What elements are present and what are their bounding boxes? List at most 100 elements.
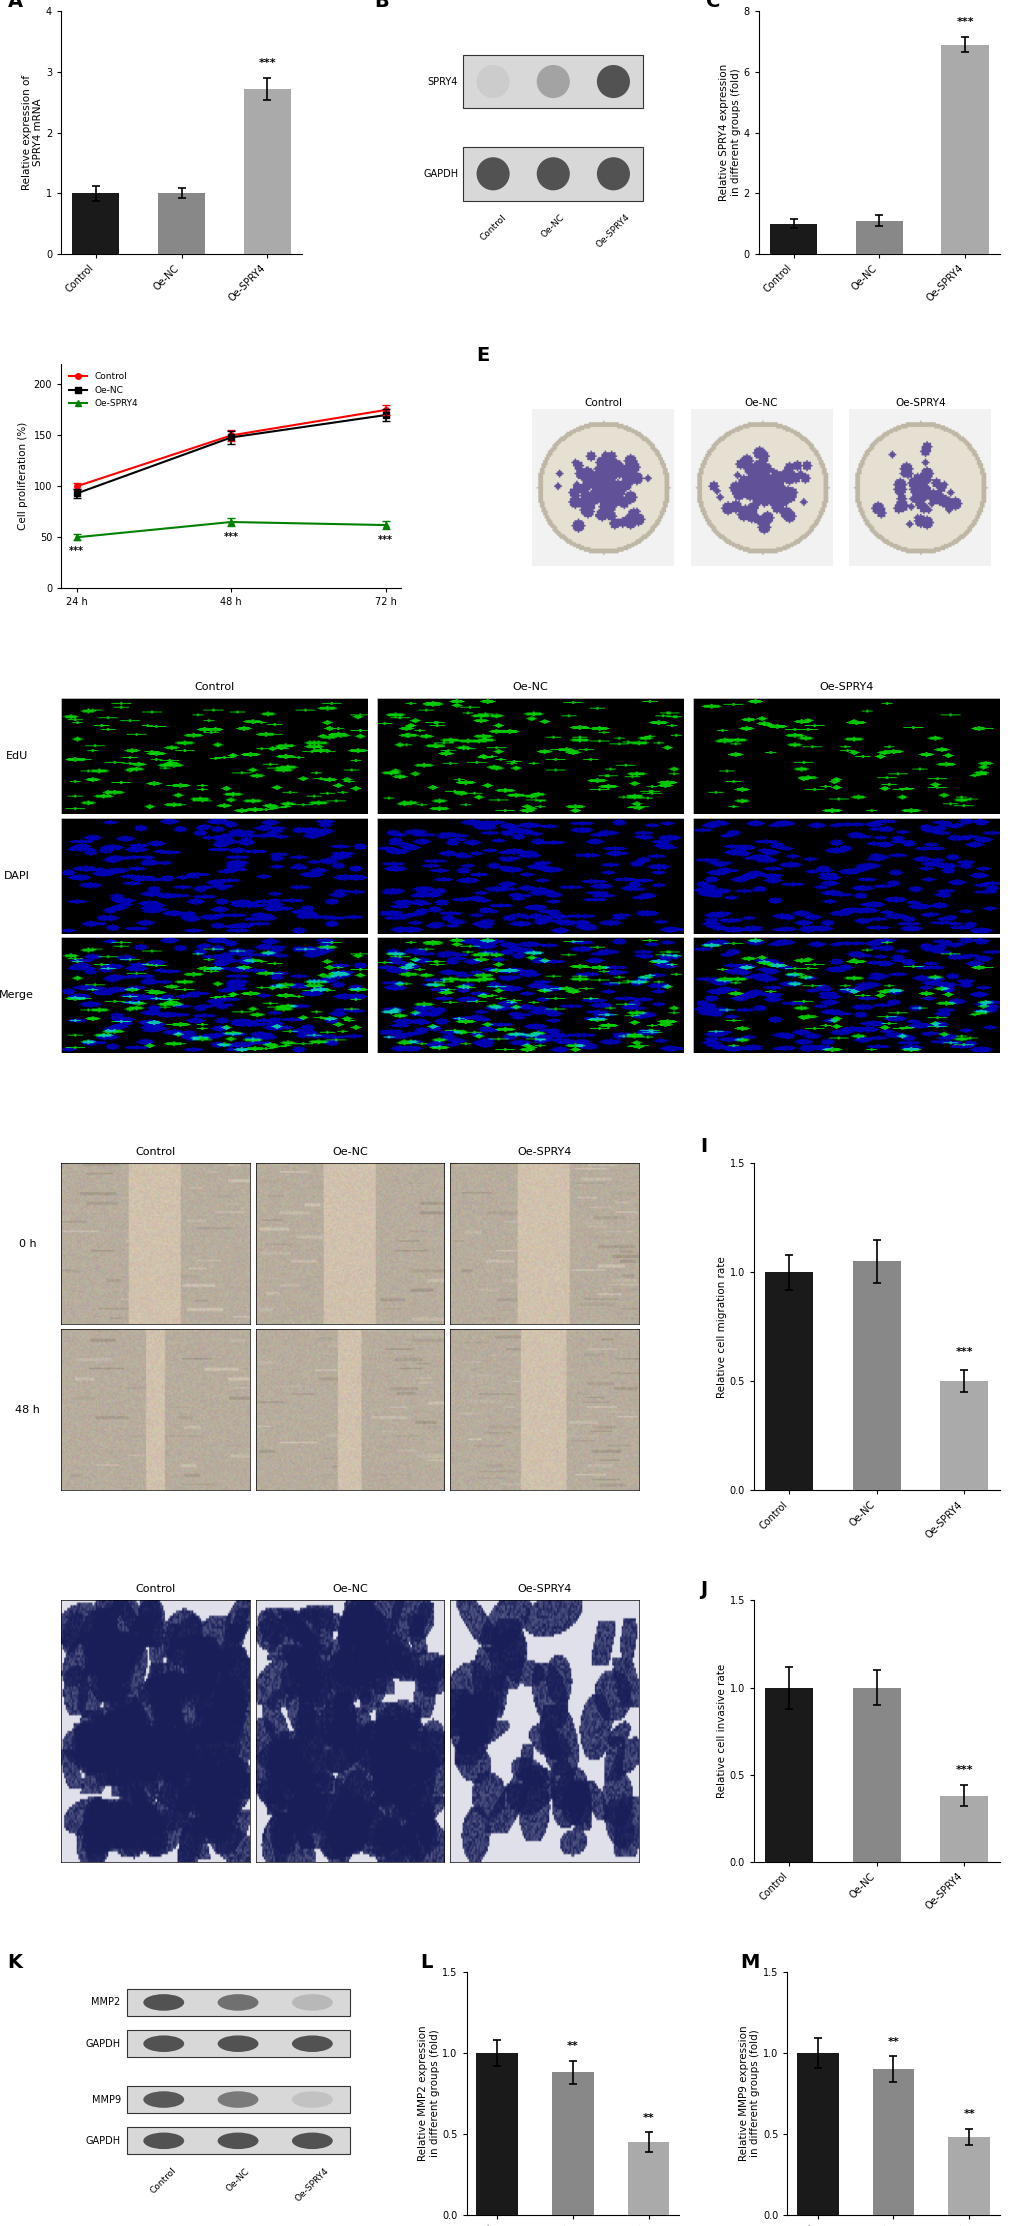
Oe-SPRY4 — [70, 523, 83, 550]
Text: Oe-SPRY4: Oe-SPRY4 — [594, 214, 632, 249]
Text: **: ** — [567, 2041, 578, 2052]
Y-axis label: 0 h: 0 h — [19, 1240, 37, 1249]
Y-axis label: Relative MMP9 expression
in different groups (fold): Relative MMP9 expression in different gr… — [738, 2026, 759, 2161]
Text: L: L — [420, 1952, 432, 1972]
Bar — [855, 220, 902, 254]
Bar — [872, 2070, 913, 2215]
Text: ***: *** — [956, 18, 973, 27]
Ellipse shape — [143, 1994, 184, 2010]
Ellipse shape — [596, 65, 630, 98]
Bar — [126, 2030, 350, 2057]
Y-axis label: Relative MMP2 expression
in different groups (fold): Relative MMP2 expression in different gr… — [418, 2026, 439, 2161]
Ellipse shape — [476, 65, 510, 98]
Text: Oe-NC: Oe-NC — [539, 214, 567, 240]
Text: MMP9: MMP9 — [92, 2095, 120, 2104]
Title: Oe-NC: Oe-NC — [332, 1585, 368, 1594]
Line: Oe-SPRY4: Oe-SPRY4 — [73, 519, 388, 541]
Line: Oe-NC: Oe-NC — [73, 412, 388, 496]
Title: Control: Control — [195, 681, 234, 692]
Bar — [948, 2137, 989, 2215]
Y-axis label: Relative cell migration rate: Relative cell migration rate — [716, 1255, 727, 1398]
Line: Control: Control — [73, 407, 388, 490]
Text: **: ** — [642, 2112, 654, 2124]
Ellipse shape — [596, 158, 630, 191]
Title: Oe-NC: Oe-NC — [512, 681, 548, 692]
Text: I: I — [699, 1137, 706, 1155]
Ellipse shape — [291, 2133, 332, 2148]
Title: Oe-NC: Oe-NC — [332, 1146, 368, 1158]
Title: Oe-SPRY4: Oe-SPRY4 — [517, 1146, 571, 1158]
Text: J: J — [699, 1580, 706, 1598]
Text: **: ** — [962, 2110, 974, 2119]
Ellipse shape — [536, 158, 570, 191]
Ellipse shape — [476, 158, 510, 191]
Oe-NC — [70, 481, 83, 508]
Ellipse shape — [217, 2035, 258, 2052]
Bar — [940, 1382, 987, 1489]
Bar — [941, 45, 987, 254]
Bar — [126, 1990, 350, 2017]
Bar — [764, 1273, 812, 1489]
Bar — [126, 2128, 350, 2155]
Text: MMP2: MMP2 — [92, 1997, 120, 2008]
Control — [70, 472, 83, 499]
Y-axis label: Relative SPRY4 expression
in different groups (fold): Relative SPRY4 expression in different g… — [718, 65, 740, 200]
Oe-NC — [379, 401, 391, 427]
Ellipse shape — [143, 2035, 184, 2052]
Text: ***: *** — [258, 58, 276, 69]
Bar — [551, 2072, 593, 2215]
Ellipse shape — [143, 2133, 184, 2148]
Text: Control: Control — [149, 2166, 178, 2195]
Text: C: C — [705, 0, 719, 11]
Text: **: ** — [887, 2037, 899, 2046]
Text: ***: *** — [955, 1765, 972, 1774]
Y-axis label: Merge: Merge — [0, 991, 35, 999]
Text: E: E — [476, 347, 489, 365]
Bar — [852, 1262, 900, 1489]
Text: GAPDH: GAPDH — [423, 169, 458, 178]
Y-axis label: EdU: EdU — [6, 752, 28, 761]
Bar — [627, 2141, 668, 2215]
Text: K: K — [8, 1952, 22, 1972]
Text: ***: *** — [223, 532, 238, 543]
Bar — [463, 56, 643, 109]
Control — [379, 396, 391, 423]
Bar — [764, 1687, 812, 1861]
Ellipse shape — [291, 1994, 332, 2010]
Ellipse shape — [217, 1994, 258, 2010]
Ellipse shape — [217, 2133, 258, 2148]
Bar — [852, 1687, 900, 1861]
Ellipse shape — [291, 2090, 332, 2108]
Bar — [796, 2052, 838, 2215]
Text: GAPDH: GAPDH — [86, 2039, 120, 2048]
Oe-SPRY4 — [225, 510, 237, 536]
Bar — [940, 1796, 987, 1861]
Title: Oe-SPRY4: Oe-SPRY4 — [818, 681, 872, 692]
Y-axis label: Relative expression of
SPRY4 mRNA: Relative expression of SPRY4 mRNA — [21, 76, 43, 189]
Bar — [72, 194, 119, 254]
Bar — [769, 223, 816, 254]
Text: Control: Control — [478, 214, 507, 243]
Control — [225, 423, 237, 450]
Oe-SPRY4 — [379, 512, 391, 539]
Bar — [244, 89, 290, 254]
Bar — [126, 2086, 350, 2112]
Legend: Control, Oe-NC, Oe-SPRY4: Control, Oe-NC, Oe-SPRY4 — [65, 370, 142, 412]
Bar — [158, 194, 205, 254]
Y-axis label: DAPI: DAPI — [4, 870, 30, 881]
Text: Oe-SPRY4: Oe-SPRY4 — [293, 2166, 330, 2204]
Y-axis label: Cell proliferation (%): Cell proliferation (%) — [18, 423, 29, 530]
Y-axis label: Relative cell invasive rate: Relative cell invasive rate — [716, 1665, 727, 1799]
Text: GAPDH: GAPDH — [86, 2135, 120, 2146]
Text: A: A — [8, 0, 23, 11]
Text: M: M — [740, 1952, 759, 1972]
Title: Control: Control — [136, 1146, 175, 1158]
Text: SPRY4: SPRY4 — [427, 76, 458, 87]
Title: Oe-NC: Oe-NC — [744, 398, 777, 407]
Text: ***: *** — [955, 1347, 972, 1358]
Ellipse shape — [536, 65, 570, 98]
Text: ***: *** — [69, 545, 85, 556]
Title: Control: Control — [136, 1585, 175, 1594]
Bar — [476, 2052, 518, 2215]
Title: Oe-SPRY4: Oe-SPRY4 — [517, 1585, 571, 1594]
